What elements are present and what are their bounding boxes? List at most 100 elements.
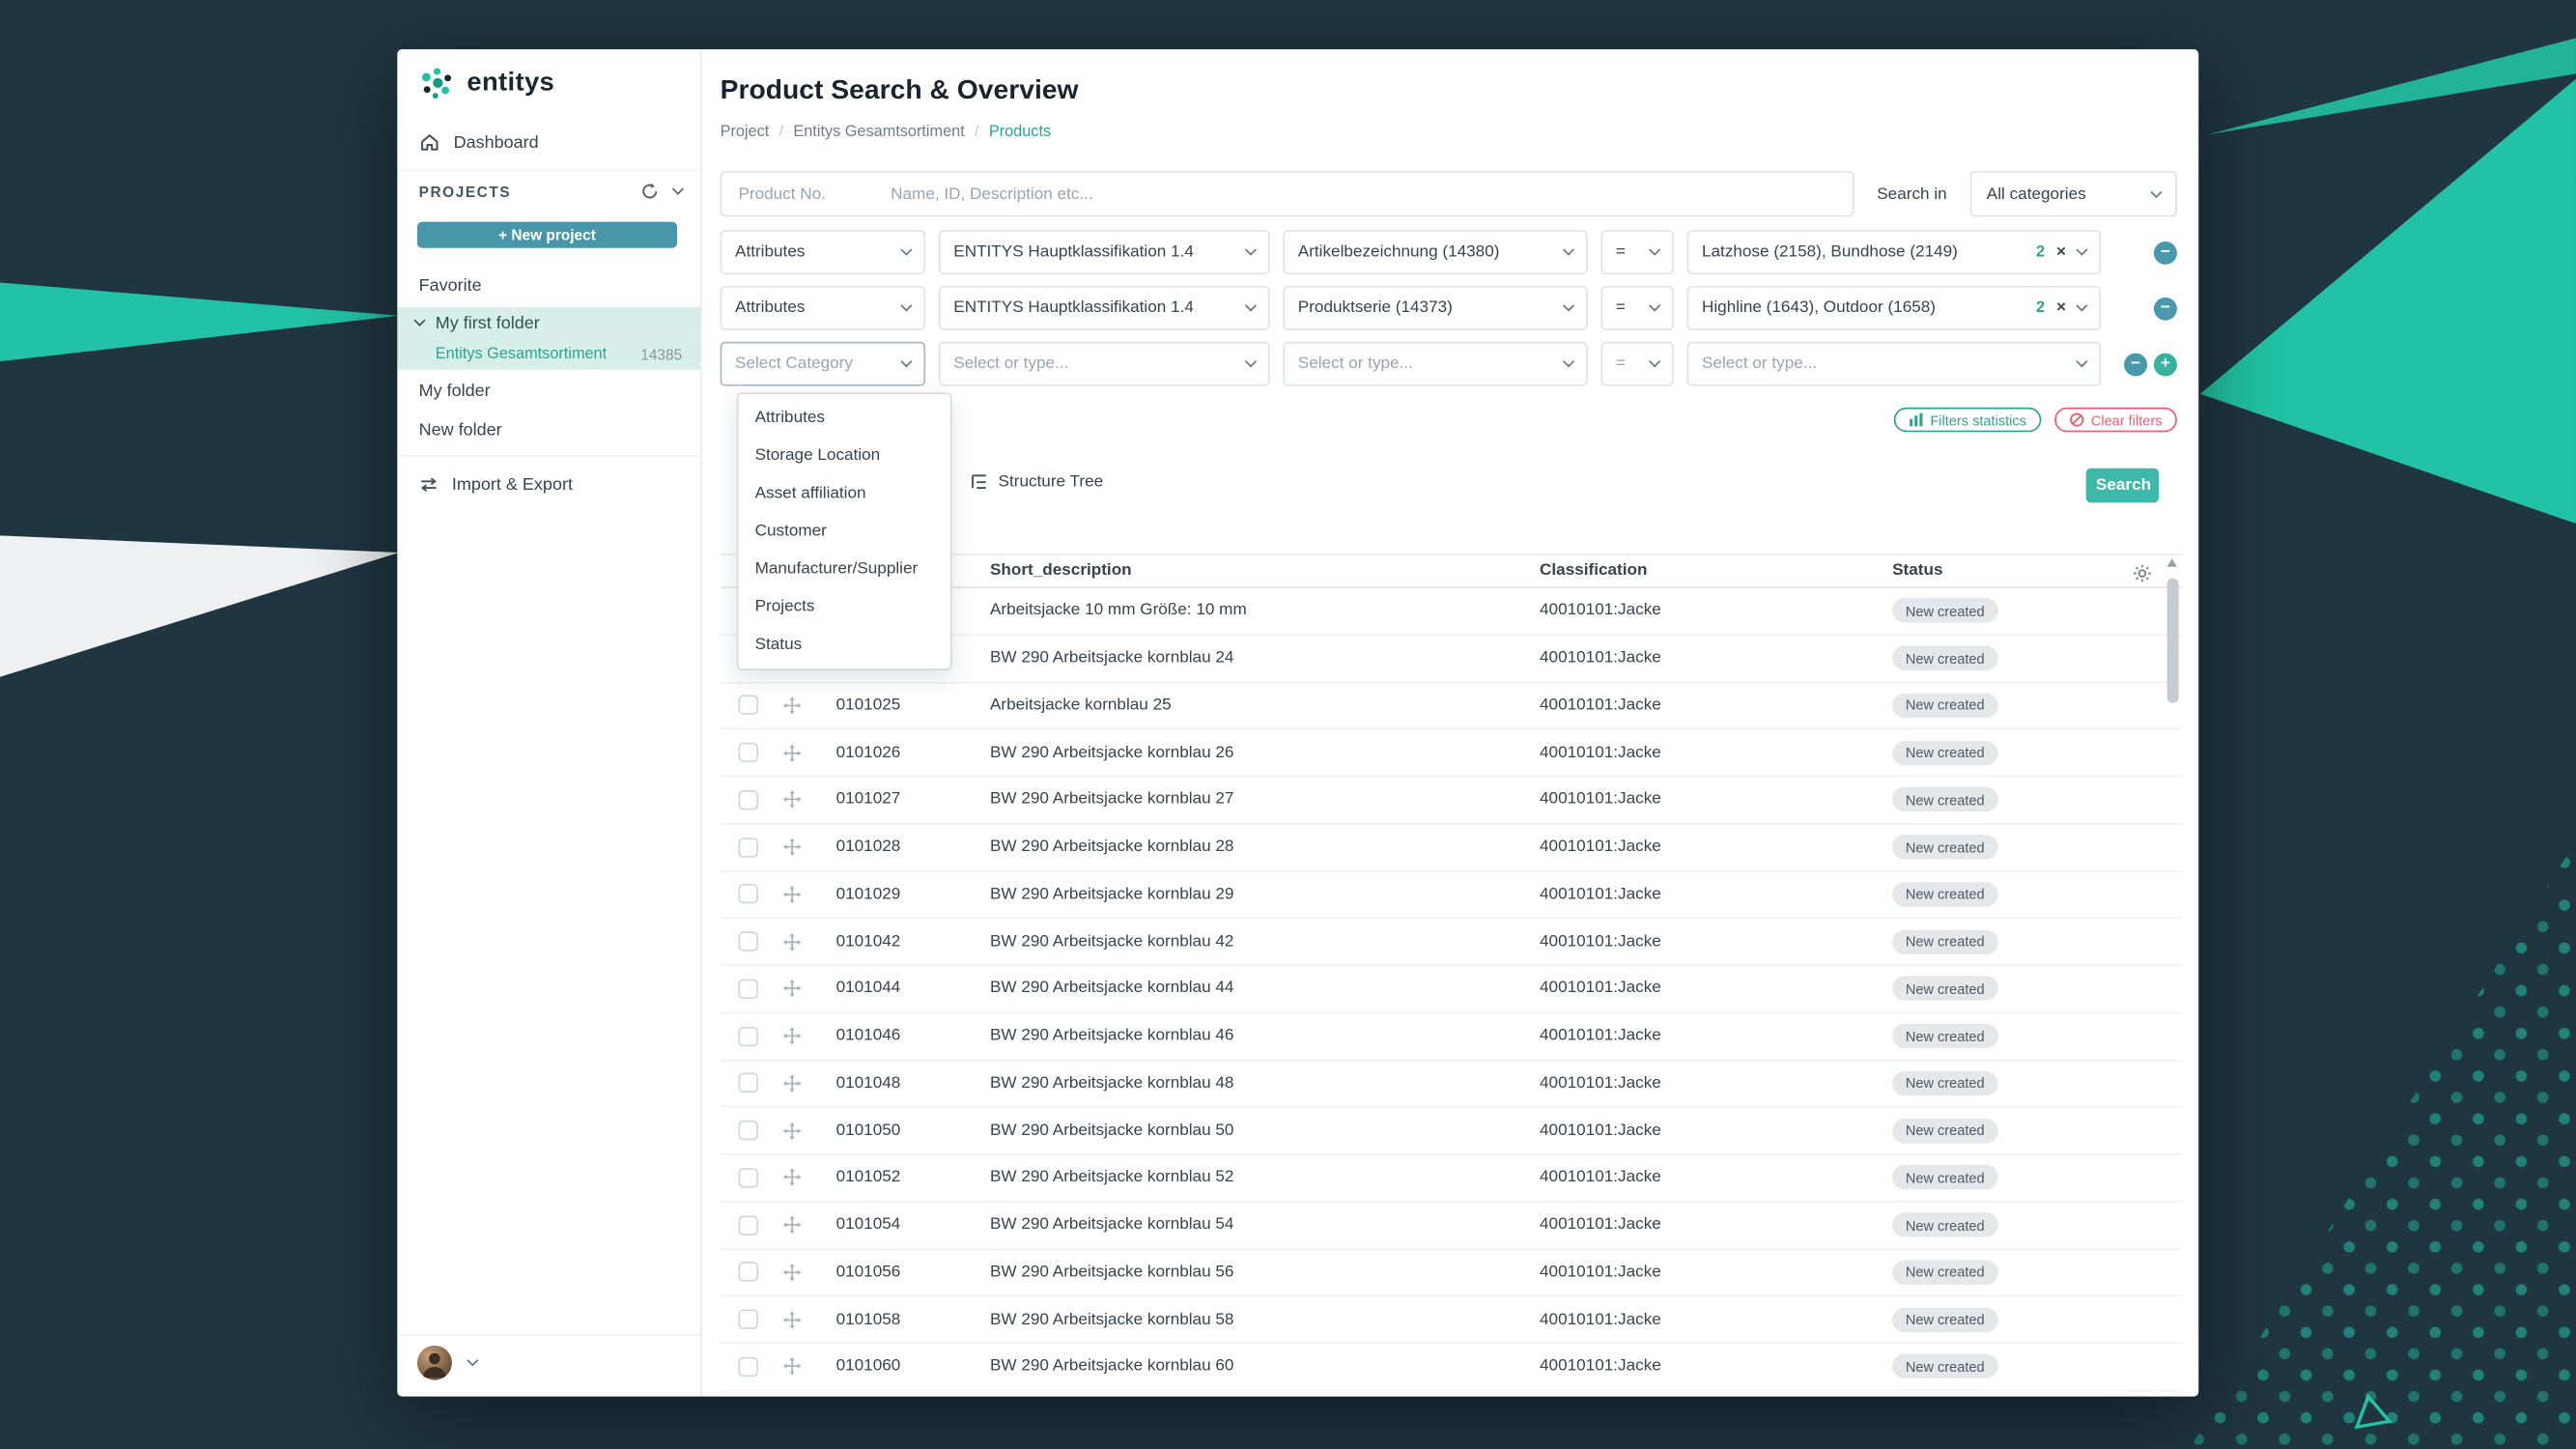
table-row[interactable]: 0101050 BW 290 Arbeitsjacke kornblau 50 …: [720, 1108, 2183, 1155]
user-menu[interactable]: [416, 1345, 479, 1380]
filter-category-select[interactable]: Attributes: [720, 230, 926, 275]
add-filter-row-button[interactable]: +: [2153, 352, 2177, 376]
row-checkbox[interactable]: [738, 1073, 759, 1094]
sidebar-item-dashboard[interactable]: Dashboard: [419, 128, 539, 156]
keyword-input[interactable]: [873, 172, 1853, 215]
filter-values-multiselect[interactable]: Highline (1643), Outdoor (1658) 2 ×: [1686, 285, 2102, 330]
category-option[interactable]: Projects: [754, 598, 815, 616]
gear-icon[interactable]: [2133, 563, 2153, 582]
table-row[interactable]: 0101054 BW 290 Arbeitsjacke kornblau 54 …: [720, 1202, 2183, 1250]
filter-classification-select[interactable]: Select or type...: [938, 341, 1270, 386]
chevron-down-icon[interactable]: [671, 183, 684, 195]
drag-handle-icon[interactable]: [782, 1121, 802, 1140]
clear-selection-icon[interactable]: ×: [2056, 298, 2067, 318]
sidebar-item-new-folder[interactable]: New folder: [419, 415, 502, 443]
category-option[interactable]: Manufacturer/Supplier: [754, 559, 919, 579]
table-row[interactable]: 0101044 BW 290 Arbeitsjacke kornblau 44 …: [720, 966, 2183, 1013]
table-row[interactable]: 0101052 BW 290 Arbeitsjacke kornblau 52 …: [720, 1155, 2183, 1203]
sidebar-item-my-first-folder[interactable]: My first folder: [397, 307, 701, 339]
filter-operator-select[interactable]: =: [1600, 285, 1674, 330]
table-row[interactable]: 0101060 BW 290 Arbeitsjacke kornblau 60 …: [720, 1344, 2183, 1392]
category-option[interactable]: Customer: [754, 522, 827, 541]
header-short-description[interactable]: Short_description: [989, 561, 1132, 581]
avatar[interactable]: [416, 1345, 452, 1380]
breadcrumb-project[interactable]: Project: [720, 123, 770, 142]
header-classification[interactable]: Classification: [1540, 561, 1648, 581]
scroll-up-arrow[interactable]: [2166, 558, 2177, 567]
filter-operator-select[interactable]: =: [1600, 341, 1674, 386]
drag-handle-icon[interactable]: [782, 696, 802, 715]
remove-filter-row-button[interactable]: −: [2153, 241, 2177, 264]
row-checkbox[interactable]: [738, 1356, 759, 1377]
filter-category-select[interactable]: Attributes: [720, 285, 926, 330]
table-row[interactable]: 0101027 BW 290 Arbeitsjacke kornblau 27 …: [720, 777, 2183, 825]
row-checkbox[interactable]: [738, 1026, 759, 1046]
table-row[interactable]: 0101042 BW 290 Arbeitsjacke kornblau 42 …: [720, 919, 2183, 967]
drag-handle-icon[interactable]: [782, 1168, 802, 1187]
drag-handle-icon[interactable]: [782, 1215, 802, 1235]
remove-filter-row-button[interactable]: −: [2153, 296, 2177, 320]
drag-handle-icon[interactable]: [782, 838, 802, 857]
drag-handle-icon[interactable]: [782, 885, 802, 904]
remove-filter-row-button[interactable]: −: [2124, 352, 2148, 376]
drag-handle-icon[interactable]: [782, 980, 802, 998]
filter-attribute-select[interactable]: Produktserie (14373): [1283, 285, 1588, 330]
all-categories-select[interactable]: All categories: [1969, 170, 2177, 217]
breadcrumb-gesamtsortiment[interactable]: Entitys Gesamtsortiment: [793, 123, 965, 142]
filter-attribute-select[interactable]: Artikelbezeichnung (14380): [1283, 230, 1588, 275]
new-project-button[interactable]: + New project: [416, 221, 678, 248]
drag-handle-icon[interactable]: [782, 1357, 802, 1377]
table-row[interactable]: 0101056 BW 290 Arbeitsjacke kornblau 56 …: [720, 1249, 2183, 1297]
row-checkbox[interactable]: [738, 979, 759, 999]
category-option[interactable]: Attributes: [754, 409, 826, 428]
drag-handle-icon[interactable]: [782, 790, 802, 810]
search-button[interactable]: Search: [2085, 468, 2160, 503]
filter-attribute-select[interactable]: Select or type...: [1283, 341, 1588, 386]
header-status[interactable]: Status: [1892, 561, 1943, 581]
clear-selection-icon[interactable]: ×: [2056, 242, 2067, 262]
row-checkbox[interactable]: [738, 696, 759, 716]
sidebar-item-favorite[interactable]: Favorite: [419, 271, 482, 299]
sidebar-item-my-folder[interactable]: My folder: [419, 376, 491, 404]
drag-handle-icon[interactable]: [782, 1263, 802, 1282]
table-row[interactable]: 0101046 BW 290 Arbeitsjacke kornblau 46 …: [720, 1013, 2183, 1061]
row-checkbox[interactable]: [738, 1121, 759, 1141]
structure-tree-toggle[interactable]: Structure Tree: [970, 473, 1103, 492]
filter-values-multiselect[interactable]: Latzhose (2158), Bundhose (2149) 2 ×: [1686, 230, 2102, 275]
drag-handle-icon[interactable]: [782, 1027, 802, 1045]
category-option[interactable]: Asset affiliation: [754, 484, 866, 503]
category-option[interactable]: Storage Location: [754, 446, 881, 466]
table-row[interactable]: Arbeitsjacke 10 mm Größe: 10 mm 40010101…: [720, 588, 2183, 636]
filter-operator-select[interactable]: =: [1600, 230, 1674, 275]
row-checkbox[interactable]: [738, 931, 759, 952]
row-checkbox[interactable]: [738, 837, 759, 858]
table-row[interactable]: 0101028 BW 290 Arbeitsjacke kornblau 28 …: [720, 824, 2183, 872]
filter-classification-select[interactable]: ENTITYS Hauptklassifikation 1.4: [938, 230, 1270, 275]
table-row[interactable]: 0101029 BW 290 Arbeitsjacke kornblau 29 …: [720, 871, 2183, 920]
row-checkbox[interactable]: [738, 1167, 759, 1188]
filters-statistics-button[interactable]: Filters statistics: [1893, 407, 2042, 433]
row-checkbox[interactable]: [738, 1309, 759, 1330]
table-row[interactable]: 0101025 Arbeitsjacke kornblau 25 4001010…: [720, 683, 2183, 730]
drag-handle-icon[interactable]: [782, 1074, 802, 1093]
row-checkbox[interactable]: [738, 1214, 759, 1236]
table-row[interactable]: 0101026 BW 290 Arbeitsjacke kornblau 26 …: [720, 730, 2183, 778]
clear-filters-button[interactable]: Clear filters: [2054, 407, 2177, 433]
table-row[interactable]: 0101048 BW 290 Arbeitsjacke kornblau 48 …: [720, 1061, 2183, 1108]
product-no-input[interactable]: [722, 172, 874, 215]
row-checkbox[interactable]: [738, 1262, 759, 1283]
scrollbar-thumb[interactable]: [2166, 578, 2178, 703]
row-checkbox[interactable]: [738, 789, 759, 810]
drag-handle-icon[interactable]: [782, 1310, 802, 1329]
sidebar-item-entitys-gesamtsortiment[interactable]: Entitys Gesamtsortiment 14385: [397, 338, 701, 370]
filter-values-multiselect[interactable]: Select or type...: [1686, 341, 2102, 386]
row-checkbox[interactable]: [738, 884, 759, 905]
drag-handle-icon[interactable]: [782, 743, 802, 762]
category-option[interactable]: Status: [754, 636, 803, 654]
drag-handle-icon[interactable]: [782, 932, 802, 952]
refresh-icon[interactable]: [640, 183, 659, 201]
filter-classification-select[interactable]: ENTITYS Hauptklassifikation 1.4: [938, 285, 1270, 330]
table-row[interactable]: 0101058 BW 290 Arbeitsjacke kornblau 58 …: [720, 1296, 2183, 1345]
chevron-down-icon[interactable]: [467, 1354, 479, 1367]
filter-category-select-open[interactable]: Select Category: [720, 341, 926, 386]
